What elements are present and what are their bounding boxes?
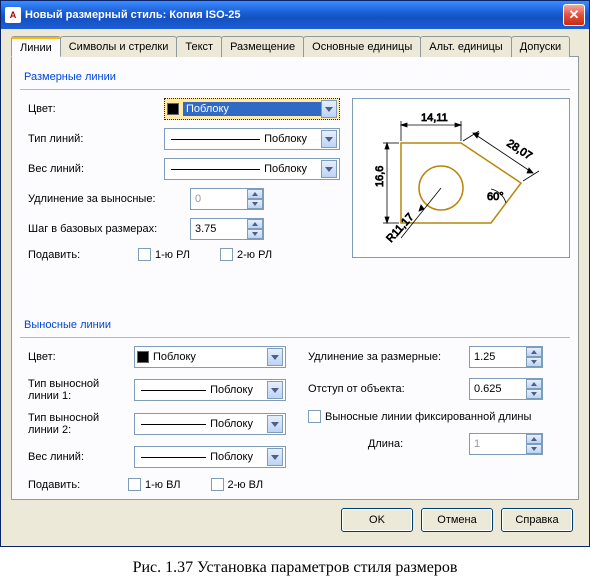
dialog-window: A Новый размерный стиль: Копия ISO-25 ✕ … <box>0 0 590 547</box>
ext-type2-label: Тип выносной линии 2: <box>28 412 128 436</box>
spinner-up-icon[interactable] <box>526 434 542 444</box>
dim-color-combo[interactable]: Поблоку <box>164 98 340 120</box>
color-swatch-icon <box>137 351 149 363</box>
tab-alt-units[interactable]: Альт. единицы <box>420 36 511 57</box>
window-title: Новый размерный стиль: Копия ISO-25 <box>25 9 563 21</box>
app-icon: A <box>5 7 21 23</box>
chevron-down-icon[interactable] <box>321 100 337 118</box>
chevron-down-icon[interactable] <box>321 130 337 148</box>
svg-text:60°: 60° <box>487 191 504 203</box>
dimension-lines-title: Размерные линии <box>20 65 570 90</box>
lineweight-preview-icon <box>171 169 260 170</box>
linetype-preview-icon <box>171 139 260 140</box>
spinner-down-icon[interactable] <box>247 199 263 209</box>
dim-extend-spinner: 0 <box>190 188 264 210</box>
dim-step-spinner[interactable]: 3.75 <box>190 218 264 240</box>
tab-primary-units[interactable]: Основные единицы <box>303 36 421 57</box>
chevron-down-icon[interactable] <box>267 448 283 466</box>
spinner-up-icon[interactable] <box>247 219 263 229</box>
chevron-down-icon[interactable] <box>267 381 283 399</box>
linetype-preview-icon <box>141 424 206 425</box>
svg-text:14,11: 14,11 <box>421 112 448 124</box>
dim-lineweight-label: Вес линий: <box>28 163 158 175</box>
tab-placement[interactable]: Размещение <box>221 36 304 57</box>
dim-linetype-combo[interactable]: Поблоку <box>164 128 340 150</box>
dim-suppress-1-checkbox[interactable]: 1-ю РЛ <box>138 248 190 261</box>
svg-text:16,6: 16,6 <box>374 166 386 187</box>
ext-suppress-label: Подавить: <box>28 479 98 491</box>
lineweight-preview-icon <box>141 457 206 458</box>
ok-button[interactable]: OK <box>341 508 413 532</box>
ext-suppress-2-checkbox[interactable]: 2-ю ВЛ <box>211 478 264 491</box>
preview-pane: 14,11 16,6 28,07 60° <box>352 98 570 258</box>
ext-offset-label: Отступ от объекта: <box>308 383 463 395</box>
ext-fixed-length-checkbox[interactable]: Выносные линии фиксированной длины <box>308 410 566 423</box>
spinner-down-icon[interactable] <box>526 357 542 367</box>
chevron-down-icon[interactable] <box>267 348 283 366</box>
ext-extend-label: Удлинение за размерные: <box>308 351 463 363</box>
tab-page: Размерные линии Цвет: Поблоку Тип линий: <box>11 56 579 500</box>
spinner-up-icon[interactable] <box>526 347 542 357</box>
dim-suppress-label: Подавить: <box>28 249 108 261</box>
spinner-up-icon[interactable] <box>247 189 263 199</box>
ext-length-spinner: 1 <box>469 433 543 455</box>
ext-offset-spinner[interactable]: 0.625 <box>469 378 543 400</box>
dim-lineweight-combo[interactable]: Поблоку <box>164 158 340 180</box>
dimension-preview-svg: 14,11 16,6 28,07 60° <box>361 103 561 253</box>
dim-extend-label: Удлинение за выносные: <box>28 193 184 205</box>
spinner-down-icon[interactable] <box>247 229 263 239</box>
titlebar[interactable]: A Новый размерный стиль: Копия ISO-25 ✕ <box>1 1 589 29</box>
help-button[interactable]: Справка <box>501 508 573 532</box>
color-swatch-icon <box>167 103 179 115</box>
spinner-down-icon[interactable] <box>526 444 542 454</box>
tabstrip: Линии Символы и стрелки Текст Размещение… <box>11 36 579 57</box>
tab-text[interactable]: Текст <box>176 36 222 57</box>
ext-color-combo[interactable]: Поблоку <box>134 346 286 368</box>
ext-length-label: Длина: <box>308 438 463 450</box>
chevron-down-icon[interactable] <box>321 160 337 178</box>
dim-suppress-2-checkbox[interactable]: 2-ю РЛ <box>220 248 272 261</box>
tab-lines[interactable]: Линии <box>11 36 61 57</box>
tab-symbols[interactable]: Символы и стрелки <box>60 36 178 57</box>
close-button[interactable]: ✕ <box>563 4 585 26</box>
ext-type1-label: Тип выносной линии 1: <box>28 378 128 402</box>
cancel-button[interactable]: Отмена <box>421 508 493 532</box>
ext-type1-combo[interactable]: Поблоку <box>134 379 286 401</box>
extension-lines-title: Выносные линии <box>20 313 570 338</box>
spinner-up-icon[interactable] <box>526 379 542 389</box>
ext-color-label: Цвет: <box>28 351 128 363</box>
ext-suppress-1-checkbox[interactable]: 1-ю ВЛ <box>128 478 181 491</box>
dim-color-label: Цвет: <box>28 103 158 115</box>
button-bar: OK Отмена Справка <box>11 500 579 536</box>
tab-tolerances[interactable]: Допуски <box>511 36 570 57</box>
ext-type2-combo[interactable]: Поблоку <box>134 413 286 435</box>
svg-text:28,07: 28,07 <box>504 137 534 162</box>
chevron-down-icon[interactable] <box>267 415 283 433</box>
dim-step-label: Шаг в базовых размерах: <box>28 223 184 235</box>
spinner-down-icon[interactable] <box>526 389 542 399</box>
ext-lineweight-combo[interactable]: Поблоку <box>134 446 286 468</box>
ext-extend-spinner[interactable]: 1.25 <box>469 346 543 368</box>
client-area: Линии Символы и стрелки Текст Размещение… <box>1 29 589 546</box>
linetype-preview-icon <box>141 390 206 391</box>
ext-lineweight-label: Вес линий: <box>28 451 128 463</box>
dim-linetype-label: Тип линий: <box>28 133 158 145</box>
figure-caption: Рис. 1.37 Установка параметров стиля раз… <box>0 547 590 585</box>
